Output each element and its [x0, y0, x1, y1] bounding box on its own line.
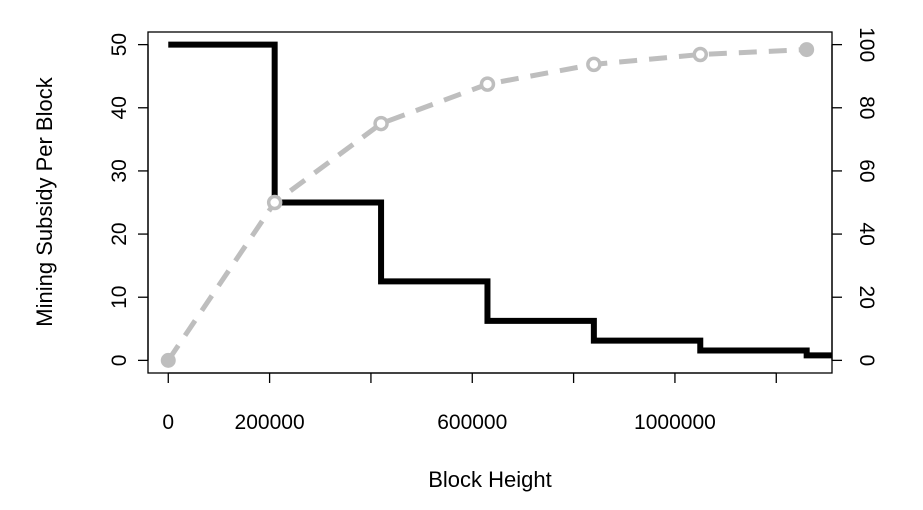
- series-layer: [160, 41, 832, 368]
- x-axis-title: Block Height: [428, 467, 552, 492]
- cumulative-point: [373, 115, 389, 132]
- y-tick-label: 0: [108, 355, 131, 367]
- cumulative-point: [160, 352, 176, 368]
- cumulative-point: [799, 42, 815, 58]
- cumulative-point: [266, 194, 283, 211]
- subsidy-step-line: [168, 41, 832, 359]
- cumulative-point: [479, 76, 496, 92]
- y2-tick-label: 80: [855, 96, 878, 119]
- y2-tick-label: 0: [855, 355, 878, 367]
- cumulative-point: [692, 46, 709, 63]
- y-axis-title: Mining Subsidy Per Block: [32, 76, 57, 326]
- y2-tick-label: 100: [855, 27, 878, 62]
- cumulative-point: [586, 56, 602, 73]
- y-tick-label: 50: [108, 33, 131, 56]
- y2-tick-label: 20: [855, 286, 878, 309]
- x-tick-label: 200000: [235, 411, 305, 434]
- y-tick-label: 20: [108, 222, 131, 245]
- axes: 0 200000 600000 1000000 0 10 20 30 40 50 0 20 40 60 80…: [108, 27, 878, 434]
- y2-tick-label: 40: [855, 222, 878, 245]
- x-tick-label: 1000000: [634, 411, 716, 434]
- y-tick-label: 40: [108, 96, 131, 119]
- y2-tick-label: 60: [855, 159, 878, 182]
- y-tick-label: 30: [108, 159, 131, 182]
- x-tick-label: 0: [162, 411, 174, 434]
- x-tick-label: 600000: [437, 411, 507, 434]
- y-tick-label: 10: [108, 286, 131, 309]
